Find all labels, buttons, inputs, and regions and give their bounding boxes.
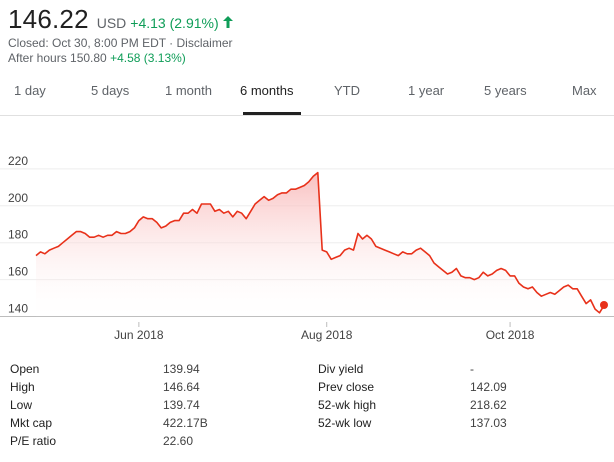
stat-value-52wk-high: 218.62 — [470, 398, 507, 412]
closed-info: Closed: Oct 30, 8:00 PM EDT · Disclaimer — [8, 36, 233, 50]
stat-label-mkt-cap: Mkt cap — [10, 416, 53, 430]
stat-value-high: 146.64 — [163, 380, 200, 394]
price-line — [35, 171, 605, 314]
stock-price: 146.22 — [8, 4, 89, 34]
price-chart[interactable]: 140 160 180 200 220 Jun 2018 Aug 2018 Oct 2018 — [0, 150, 614, 345]
tab-5-years[interactable]: 5 years — [484, 83, 527, 98]
stat-label-prev-close: Prev close — [318, 380, 375, 394]
tab-1-year[interactable]: 1 year — [408, 83, 445, 98]
stat-label-low: Low — [10, 398, 33, 412]
y-tick-label: 220 — [8, 154, 28, 168]
stat-label-52wk-low: 52-wk low — [318, 416, 372, 430]
stat-value-open: 139.94 — [163, 362, 200, 376]
price-change: +4.13 (2.91%) — [130, 15, 219, 31]
tab-1-day[interactable]: 1 day — [14, 83, 46, 98]
after-hours-info: After hours 150.80 +4.58 (3.13%) — [8, 51, 233, 66]
quote-header: 146.22 USD +4.13 (2.91%) Closed: Oct 30,… — [8, 4, 233, 66]
tab-6-months[interactable]: 6 months — [240, 83, 294, 98]
stat-label-div-yield: Div yield — [318, 362, 364, 376]
stat-label-pe-ratio: P/E ratio — [10, 434, 57, 448]
stat-value-prev-close: 142.09 — [470, 380, 507, 394]
last-price-dot — [600, 300, 608, 309]
x-tick-label: Aug 2018 — [301, 328, 353, 342]
active-tab-indicator — [243, 112, 301, 115]
tab-max[interactable]: Max — [572, 83, 597, 98]
y-tick-label: 160 — [8, 265, 28, 279]
after-hours-change: +4.58 (3.13%) — [110, 51, 186, 65]
y-tick-label: 140 — [8, 301, 28, 315]
stat-value-low: 139.74 — [163, 398, 200, 412]
stat-label-high: High — [10, 380, 35, 394]
tab-1-month[interactable]: 1 month — [165, 83, 212, 98]
currency-label: USD — [96, 15, 127, 31]
tab-5-days[interactable]: 5 days — [91, 83, 130, 98]
x-tick-label: Jun 2018 — [114, 328, 164, 342]
tab-ytd[interactable]: YTD — [334, 83, 360, 98]
range-tabs: 1 day 5 days 1 month 6 months YTD 1 year… — [0, 70, 614, 116]
y-tick-label: 180 — [8, 228, 28, 242]
x-tick-label: Oct 2018 — [486, 328, 535, 342]
price-area-fill — [36, 172, 604, 322]
y-tick-label: 200 — [8, 191, 28, 205]
price-row: 146.22 USD +4.13 (2.91%) — [8, 4, 233, 35]
stat-value-52wk-low: 137.03 — [470, 416, 507, 430]
stat-value-div-yield: - — [470, 362, 474, 376]
stat-label-52wk-high: 52-wk high — [318, 398, 377, 412]
stat-value-mkt-cap: 422.17B — [163, 416, 208, 430]
stat-value-pe-ratio: 22.60 — [163, 434, 194, 448]
arrow-up-icon — [222, 16, 233, 28]
stat-label-open: Open — [10, 362, 40, 376]
after-hours-price: After hours 150.80 — [8, 51, 107, 65]
